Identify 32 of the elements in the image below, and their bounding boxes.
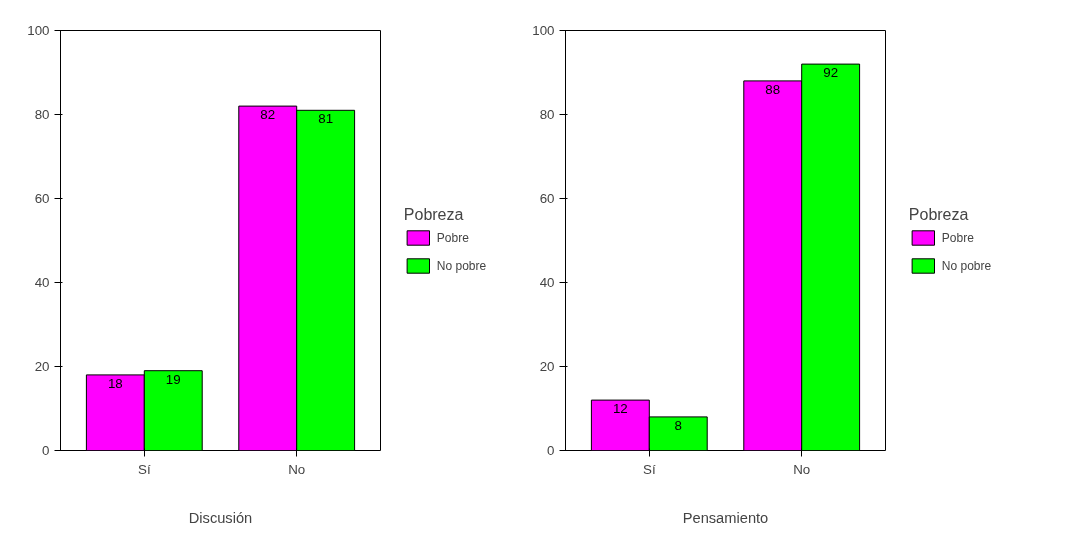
legend-label: Pobre	[941, 230, 974, 245]
y-tick-label: 100	[532, 23, 555, 38]
legend-label: No pobre	[436, 258, 487, 273]
data-label: 82	[260, 107, 276, 123]
data-label: 12	[612, 401, 628, 417]
y-tick-label: 40	[34, 275, 50, 290]
x-tick-label: No	[793, 461, 811, 477]
y-tick-label: 60	[34, 191, 50, 206]
y-tick-label: 0	[547, 443, 555, 458]
legend-title: Pobreza	[908, 205, 970, 224]
y-tick-label: 0	[42, 443, 50, 458]
y-tick-label: 80	[34, 107, 50, 122]
data-label: 19	[165, 371, 181, 387]
legend-label: Pobre	[436, 230, 469, 245]
data-label: 18	[107, 375, 123, 391]
data-label: 88	[765, 81, 781, 97]
y-tick-label: 60	[539, 191, 555, 206]
y-tick-label: 20	[539, 359, 555, 374]
legend-title: Pobreza	[403, 205, 465, 224]
y-tick-label: 80	[539, 107, 555, 122]
y-tick-label: 20	[34, 359, 50, 374]
x-tick-label: Sí	[138, 461, 151, 477]
y-tick-label: 100	[27, 23, 50, 38]
x-tick-label: No	[288, 461, 306, 477]
x-axis-title: Discusión	[188, 509, 253, 526]
data-label: 92	[823, 65, 839, 81]
x-tick-label: Sí	[643, 461, 656, 477]
y-tick-label: 40	[539, 275, 555, 290]
data-label: 81	[318, 111, 334, 127]
legend-label: No pobre	[941, 258, 992, 273]
data-label: 8	[674, 417, 682, 433]
x-axis-title: Pensamiento	[682, 509, 769, 526]
